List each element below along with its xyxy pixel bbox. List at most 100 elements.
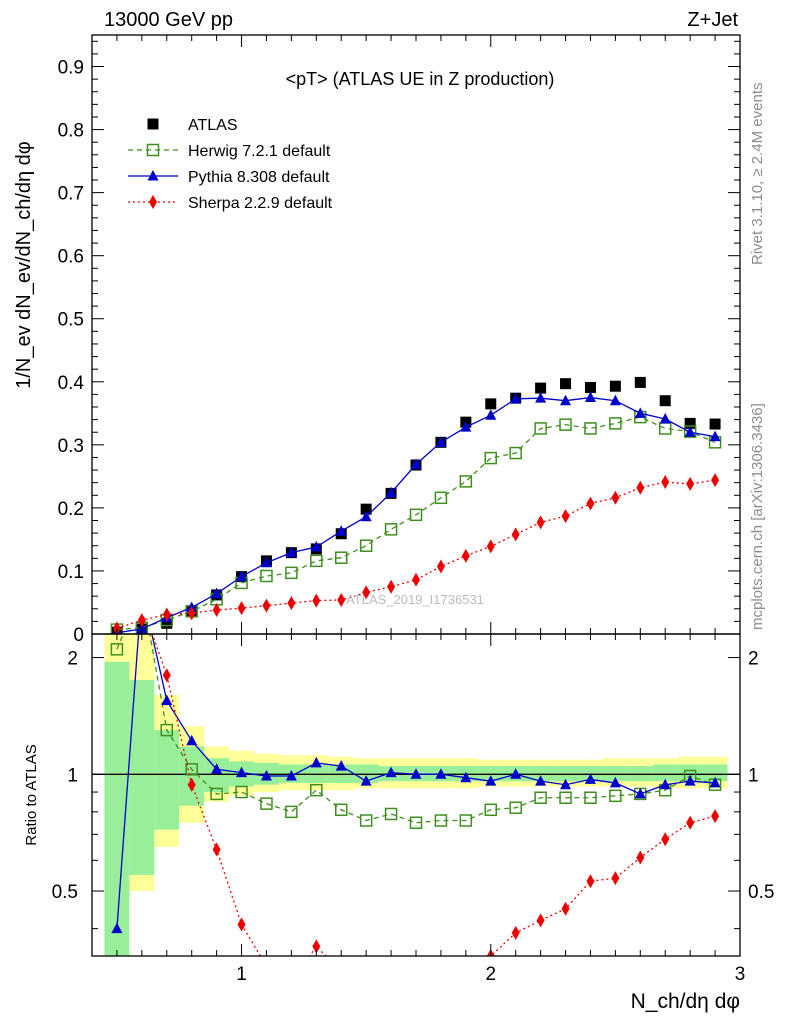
ratio-point-herwig <box>584 791 597 804</box>
ratio-point-herwig <box>384 807 398 821</box>
main-point-sherpa <box>461 548 470 563</box>
ratio-point-sherpa <box>262 959 270 973</box>
main-series-sherpa <box>112 473 720 634</box>
main-y-tick-label: 0 <box>73 625 84 646</box>
main-y-tick-label: 0.2 <box>58 499 84 520</box>
main-point-sherpa <box>661 475 670 490</box>
main-y-tick-label: 0.3 <box>58 436 84 457</box>
main-point-pythia <box>285 546 297 558</box>
main-point-atlas <box>659 395 671 407</box>
ratio-point-sherpa <box>387 970 395 984</box>
main-point-sherpa <box>262 598 271 613</box>
x-tick-label: 2 <box>485 964 496 985</box>
legend-marker-pythia <box>147 170 159 181</box>
ratio-point-herwig <box>260 797 273 810</box>
main-point-herwig <box>484 451 498 465</box>
ratio-series-sherpa <box>113 582 720 990</box>
ratio-y-tick-label: 0.5 <box>52 882 78 903</box>
ratio-point-pythia <box>410 768 422 779</box>
ratio-point-herwig <box>110 643 124 656</box>
main-point-sherpa <box>412 572 420 587</box>
main-y-tick-label: 0.5 <box>58 310 84 331</box>
band-inner-bin <box>627 766 653 782</box>
main-point-pythia <box>634 407 646 418</box>
band-inner-bin <box>154 730 180 830</box>
rivet-label: Rivet 3.1.10, ≥ 2.4M events <box>749 83 766 266</box>
ratio-point-sherpa <box>187 777 196 792</box>
main-y-tick-label: 0.8 <box>58 121 84 142</box>
band-inner-bin <box>179 746 205 806</box>
main-point-pythia <box>360 510 372 522</box>
ratio-point-sherpa <box>162 668 171 683</box>
main-point-pythia <box>335 525 347 536</box>
main-point-sherpa <box>237 601 246 616</box>
ratio-point-pythia <box>435 768 447 779</box>
main-point-sherpa <box>486 539 495 554</box>
ratio-y-tick-label: 2 <box>67 649 78 670</box>
main-point-herwig <box>658 422 672 435</box>
legend-marker-sherpa <box>149 195 157 209</box>
ratio-point-sherpa <box>511 925 520 940</box>
ratio-point-herwig <box>534 791 547 804</box>
ratio-point-pythia <box>634 787 646 799</box>
main-point-herwig <box>260 569 273 583</box>
main-point-herwig <box>683 425 697 438</box>
main-point-herwig <box>384 523 398 536</box>
ratio-series-herwig <box>110 634 722 829</box>
main-point-sherpa <box>711 473 720 488</box>
main-point-herwig <box>285 566 298 580</box>
ratio-point-pythia <box>111 922 123 934</box>
ratio-y-tick-label-right: 2 <box>748 649 759 670</box>
main-point-pythia <box>510 392 522 404</box>
ratio-line-herwig <box>116 634 716 824</box>
watermark: ATLAS_2019_I1736531 <box>346 592 484 607</box>
band-inner-bin <box>528 766 554 782</box>
main-point-herwig <box>359 539 373 552</box>
ratio-point-sherpa <box>711 809 720 824</box>
ratio-point-herwig <box>509 801 522 814</box>
ratio-point-pythia <box>560 778 572 790</box>
main-y-tick-label: 0.4 <box>58 373 85 394</box>
main-y-axis-label: 1/N_ev dN_ev/dN_ch/dη dφ <box>13 141 35 389</box>
main-point-sherpa <box>362 585 371 600</box>
legend-entry-sherpa: Sherpa 2.2.9 default <box>128 195 333 212</box>
ratio-point-pythia <box>584 773 596 784</box>
ratio-point-sherpa <box>536 913 545 928</box>
ratio-point-pythia <box>335 760 347 771</box>
x-tick-label: 3 <box>735 964 746 985</box>
main-point-pythia <box>211 587 223 599</box>
ratio-point-herwig <box>359 814 373 827</box>
ratio-point-herwig <box>285 805 298 819</box>
ratio-point-sherpa <box>661 832 670 847</box>
band-inner-bin <box>204 758 230 793</box>
main-point-sherpa <box>611 490 620 505</box>
main-point-herwig <box>534 422 547 435</box>
ratio-point-sherpa <box>362 976 370 990</box>
main-point-pythia <box>535 392 547 403</box>
legend-label-sherpa: Sherpa 2.2.9 default <box>188 195 333 212</box>
main-point-herwig <box>434 491 448 505</box>
ratio-point-pythia <box>460 771 472 783</box>
ratio-point-herwig <box>310 783 323 797</box>
ratio-point-pythia <box>385 766 397 778</box>
ratio-point-pythia <box>360 775 372 786</box>
ratio-point-pythia <box>659 778 671 790</box>
main-point-herwig <box>609 417 622 430</box>
ratio-point-pythia <box>485 775 497 786</box>
main-point-sherpa <box>636 480 645 495</box>
band-inner-bin <box>702 764 728 782</box>
ratio-series-pythia <box>111 634 721 934</box>
ratio-point-sherpa <box>113 582 121 596</box>
main-point-herwig <box>334 551 348 564</box>
legend-entry-pythia: Pythia 8.308 default <box>128 169 330 186</box>
ratio-point-sherpa <box>412 976 420 990</box>
ratio-point-sherpa <box>611 871 620 886</box>
main-point-pythia <box>236 570 248 582</box>
ratio-point-pythia <box>236 766 248 778</box>
main-point-pythia <box>609 394 621 406</box>
main-point-pythia <box>260 556 272 568</box>
main-point-pythia <box>310 540 322 552</box>
main-point-atlas <box>584 381 596 393</box>
ratio-point-sherpa <box>138 597 146 611</box>
